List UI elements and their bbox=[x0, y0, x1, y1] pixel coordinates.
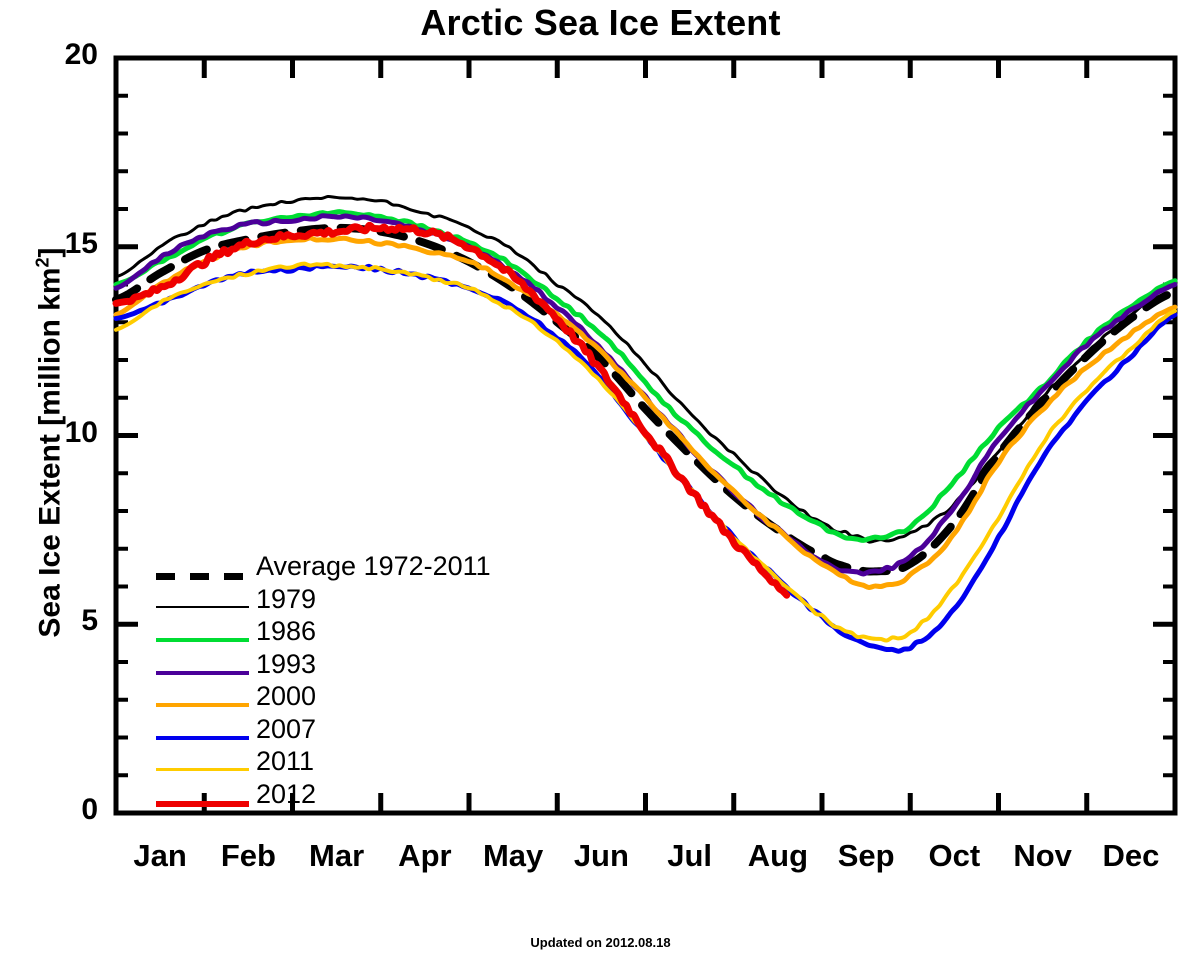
x-tick-label-jun: Jun bbox=[573, 838, 629, 873]
legend-swatch bbox=[156, 605, 249, 608]
y-tick-value: 5 bbox=[81, 604, 98, 638]
x-tick-label-mar: Mar bbox=[309, 838, 365, 873]
legend-swatch bbox=[156, 703, 249, 707]
page-title: Arctic Sea Ice Extent bbox=[420, 2, 781, 43]
x-tick-label-jan: Jan bbox=[133, 838, 187, 873]
update-note: Updated on 2012.08.18 bbox=[530, 935, 671, 950]
x-tick-label-apr: Apr bbox=[398, 838, 452, 873]
x-tick-label-nov: Nov bbox=[1013, 838, 1072, 873]
x-tick-label-oct: Oct bbox=[928, 838, 981, 873]
x-tick-label-sep: Sep bbox=[837, 838, 895, 873]
legend-label: 1993 bbox=[256, 648, 317, 679]
legend-swatch bbox=[156, 670, 249, 675]
axes-frame bbox=[113, 55, 1178, 816]
series-line-1979 bbox=[114, 194, 1177, 544]
legend-label: 1979 bbox=[256, 583, 317, 614]
legend-label: 1986 bbox=[256, 616, 317, 646]
series-line-2012 bbox=[112, 221, 791, 599]
x-tick-label-aug: Aug bbox=[747, 838, 809, 873]
x-tick-label-feb: Feb bbox=[220, 838, 276, 873]
series-line-1986 bbox=[113, 209, 1178, 543]
legend-swatch bbox=[156, 800, 249, 807]
y-tick-value: 15 bbox=[64, 226, 98, 260]
legend-swatch bbox=[156, 735, 249, 740]
y-tick-value: 0 bbox=[81, 793, 98, 826]
series-line-2000 bbox=[113, 235, 1178, 590]
legend-label: Average 1972-2011 bbox=[256, 551, 491, 581]
series-line-average-1972-2011 bbox=[112, 223, 1179, 576]
legend-swatch bbox=[156, 638, 249, 642]
legend-label: 2000 bbox=[256, 681, 317, 711]
x-tick-label-jul: Jul bbox=[667, 838, 713, 873]
x-tick-label-may: May bbox=[482, 838, 544, 873]
legend-label: 2007 bbox=[256, 713, 317, 744]
legend-label: 2012 bbox=[256, 778, 317, 809]
y-tick-value: 10 bbox=[64, 415, 98, 449]
legend-swatch bbox=[156, 573, 249, 580]
y-tick-value: 20 bbox=[64, 38, 98, 71]
legend-swatch bbox=[156, 768, 249, 771]
x-tick-label-dec: Dec bbox=[1102, 838, 1160, 873]
legend-label: 2011 bbox=[256, 746, 315, 776]
data-series-group bbox=[112, 194, 1179, 654]
